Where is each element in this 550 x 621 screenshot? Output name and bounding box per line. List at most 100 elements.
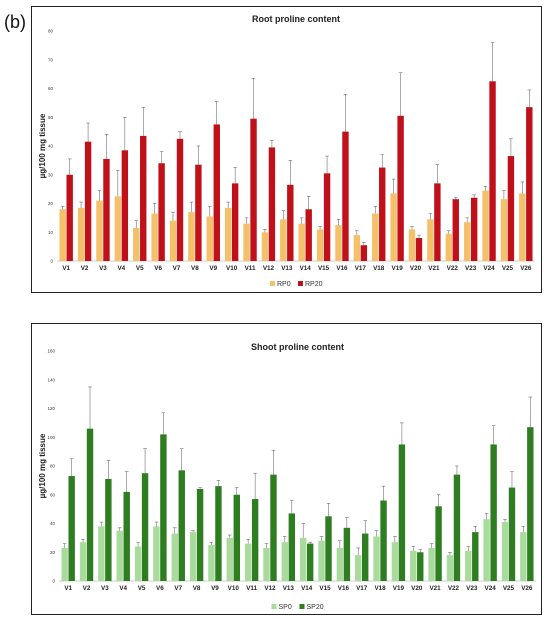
bar-rp20 [470, 197, 478, 261]
bar-sp0 [336, 547, 344, 581]
x-tick-label: V22 [448, 585, 460, 592]
bar-rp20 [323, 173, 331, 261]
bar-sp0 [355, 555, 362, 581]
bar-rp0 [59, 209, 66, 261]
y-axis-label: µg/100 mg tissue [38, 113, 47, 178]
bar-rp20 [489, 81, 496, 261]
bar-rp0 [500, 199, 508, 261]
legend-swatch-sp0 [271, 604, 277, 609]
x-tick-label: V25 [502, 265, 514, 272]
bar-sp0 [501, 522, 509, 581]
bar-sp20 [288, 513, 296, 581]
bar-rp0 [445, 233, 452, 261]
x-tick-label: V4 [117, 265, 125, 272]
x-tick-label: V2 [83, 585, 91, 592]
bar-sp0 [263, 547, 270, 581]
x-tick-label: V17 [356, 585, 368, 592]
x-tick-label: V18 [373, 265, 385, 272]
x-tick-label: V19 [392, 265, 404, 272]
x-tick-label: V12 [263, 265, 275, 272]
y-tick-label: 0 [52, 579, 55, 584]
bar-sp20 [105, 478, 112, 581]
bar-sp20 [233, 494, 240, 581]
bar-rp20 [360, 245, 368, 261]
chart-title: Shoot proline content [251, 342, 344, 352]
bar-rp20 [434, 183, 441, 261]
bar-rp0 [243, 223, 250, 261]
bar-sp0 [226, 537, 233, 581]
bar-rp20 [397, 115, 404, 261]
x-tick-label: V8 [191, 265, 199, 272]
bar-rp0 [353, 235, 361, 261]
bar-rp0 [372, 213, 379, 261]
bar-rp0 [280, 219, 287, 261]
x-tick-label: V8 [193, 585, 201, 592]
x-tick-label: V24 [483, 265, 495, 272]
shoot-proline-chart-svg: Shoot proline content µg/100 mg tissue 0 20… [38, 342, 536, 611]
bar-rp20 [305, 209, 312, 261]
bar-sp0 [153, 526, 160, 581]
x-tick-label: V9 [211, 585, 219, 592]
legend-label-rp0: RP0 [277, 281, 291, 288]
bar-sp20 [325, 516, 332, 581]
x-tick-label: V5 [138, 585, 146, 592]
legend-label-sp20: SP20 [307, 604, 324, 611]
bar-rp20 [195, 164, 202, 261]
bar-sp20 [472, 532, 479, 581]
x-tick-label: V18 [374, 585, 386, 592]
bar-rp20 [103, 158, 110, 261]
x-tick-label: V16 [338, 585, 350, 592]
y-axis-label: µg/100 mg tissue [38, 433, 47, 498]
x-tick-label: V6 [156, 585, 164, 592]
bar-sp20 [178, 470, 185, 581]
bar-sp20 [251, 499, 259, 581]
bar-rp0 [151, 213, 158, 261]
bar-rp20 [287, 184, 294, 261]
bar-rp20 [268, 147, 276, 261]
bar-rp20 [250, 118, 257, 261]
bar-sp20 [435, 506, 442, 581]
shoot-proline-chart: Shoot proline content µg/100 mg tissue 0 20… [31, 323, 542, 615]
bar-sp0 [318, 540, 325, 581]
bar-rp0 [96, 200, 103, 261]
bar-rp0 [316, 229, 324, 261]
y-tick-label: 20 [48, 201, 54, 206]
root-proline-chart: Root proline content µg/100 mg tissue 0 10 2… [31, 6, 542, 293]
bar-sp0 [61, 547, 68, 581]
bar-sp0 [520, 532, 527, 581]
x-tick-label: V7 [174, 585, 182, 592]
bar-sp0 [79, 542, 87, 581]
legend-swatch-rp0 [270, 281, 275, 286]
bar-sp0 [391, 542, 399, 581]
bar-rp0 [463, 222, 471, 261]
x-tick-label: V3 [99, 265, 107, 272]
bar-rp0 [427, 219, 434, 261]
bar-sp20 [417, 552, 424, 581]
bar-rp20 [66, 174, 73, 261]
x-tick-label: V4 [119, 585, 127, 592]
bar-sp20 [527, 427, 534, 581]
legend-swatch-sp20 [299, 604, 305, 609]
bar-rp20 [231, 183, 239, 261]
y-tick-label: 140 [47, 377, 55, 382]
legend-swatch-rp20 [298, 281, 303, 286]
bar-rp0 [169, 220, 177, 261]
chart-title: Root proline content [252, 14, 340, 24]
x-tick-label: V7 [173, 265, 181, 272]
bar-sp20 [68, 476, 75, 581]
y-tick-label: 30 [48, 172, 54, 177]
bar-rp20 [526, 107, 533, 261]
x-tick-label: V24 [485, 585, 497, 592]
legend-label-rp20: RP20 [305, 281, 323, 288]
x-tick-label: V26 [521, 585, 533, 592]
y-tick-label: 60 [50, 492, 56, 497]
x-tick-label: V23 [466, 585, 478, 592]
x-tick-label: V11 [246, 585, 257, 592]
x-tick-label: V15 [319, 585, 331, 592]
bar-sp20 [160, 434, 167, 581]
bar-rp0 [188, 212, 195, 261]
bar-sp0 [483, 519, 490, 581]
y-tick-label: 80 [48, 29, 54, 34]
bar-sp0 [373, 536, 380, 581]
bar-rp20 [415, 238, 423, 261]
